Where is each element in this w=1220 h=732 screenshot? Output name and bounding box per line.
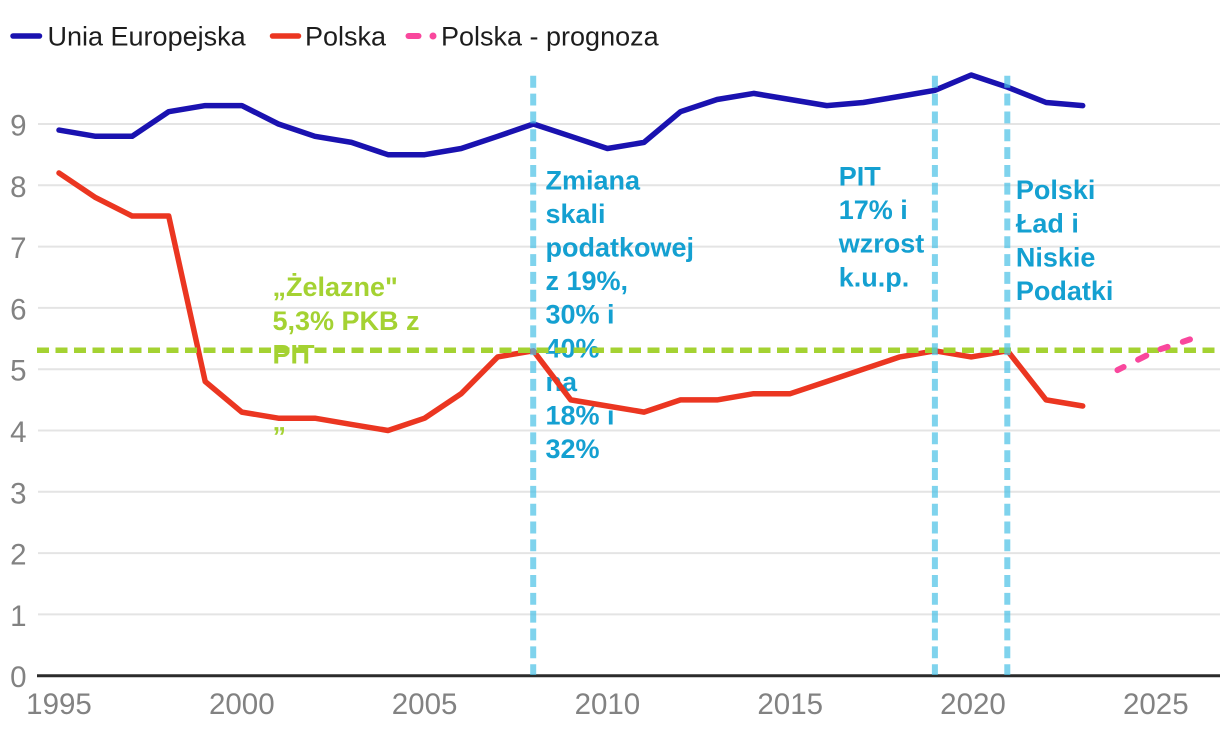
svg-text:2005: 2005: [392, 688, 458, 721]
svg-text:7: 7: [10, 232, 26, 265]
svg-text:17% i: 17% i: [839, 195, 908, 225]
svg-text:PIT: PIT: [273, 339, 316, 369]
svg-text:2025: 2025: [1123, 688, 1189, 721]
svg-text:wzrost: wzrost: [838, 229, 925, 259]
svg-text:6: 6: [10, 293, 26, 326]
svg-text:Zmiana: Zmiana: [546, 165, 642, 195]
svg-text:30% i: 30% i: [546, 300, 615, 330]
svg-text:1995: 1995: [26, 688, 92, 721]
svg-text:skali: skali: [546, 199, 606, 229]
svg-text:Polska: Polska: [305, 22, 387, 52]
svg-text:„Żelazne": „Żelazne": [273, 272, 398, 302]
svg-text:Ład i: Ład i: [1016, 209, 1079, 239]
svg-text:2020: 2020: [940, 688, 1006, 721]
svg-text:2015: 2015: [757, 688, 823, 721]
svg-text:40%: 40%: [546, 333, 600, 363]
svg-text:3: 3: [10, 477, 26, 510]
svg-text:Polski: Polski: [1016, 175, 1096, 205]
svg-text:Podatki: Podatki: [1016, 276, 1114, 306]
svg-text:4: 4: [10, 416, 26, 449]
svg-text:8: 8: [10, 171, 26, 204]
svg-text:32%: 32%: [546, 434, 600, 464]
svg-text:Polska - prognoza: Polska - prognoza: [441, 22, 660, 52]
svg-text:9: 9: [10, 110, 26, 143]
svg-text:k.u.p.: k.u.p.: [839, 262, 910, 292]
svg-text:5: 5: [10, 355, 26, 388]
svg-text:1: 1: [10, 600, 26, 633]
svg-text:2: 2: [10, 539, 26, 572]
svg-text:Niskie: Niskie: [1016, 242, 1096, 272]
svg-text:5,3% PKB z: 5,3% PKB z: [273, 306, 420, 336]
svg-text:0: 0: [10, 661, 26, 694]
svg-text:„: „: [273, 407, 287, 437]
svg-text:podatkowej: podatkowej: [546, 233, 695, 263]
svg-text:PIT: PIT: [839, 162, 882, 192]
svg-text:Unia Europejska: Unia Europejska: [48, 22, 247, 52]
svg-text:z 19%,: z 19%,: [546, 266, 629, 296]
svg-text:2010: 2010: [575, 688, 641, 721]
svg-text:2000: 2000: [209, 688, 275, 721]
